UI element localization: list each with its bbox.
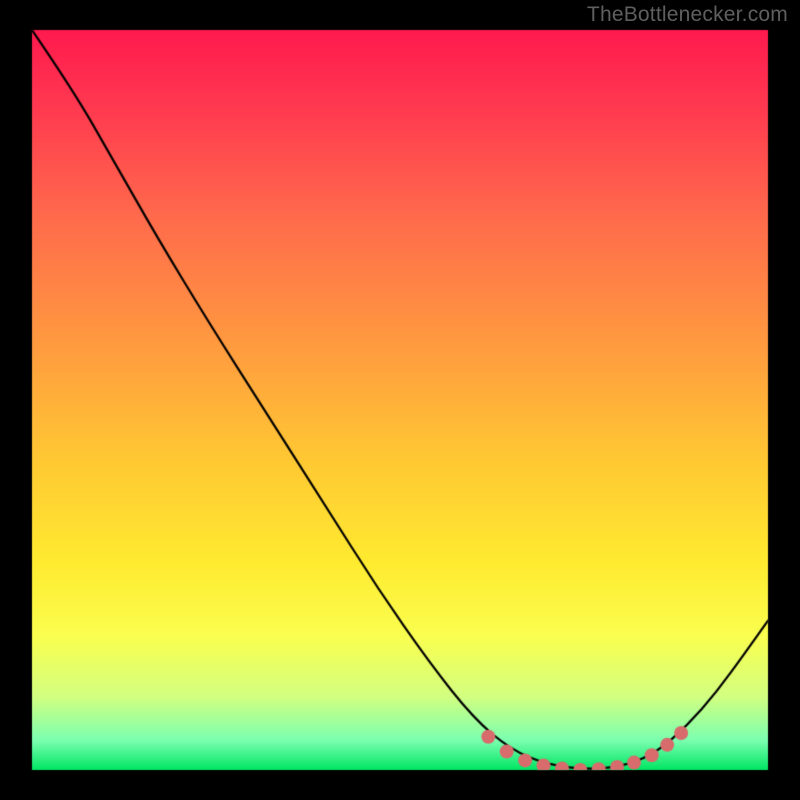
- bottleneck-curve: [0, 0, 800, 800]
- chart-stage: TheBottlenecker.com: [0, 0, 800, 800]
- watermark-text: TheBottlenecker.com: [587, 3, 788, 27]
